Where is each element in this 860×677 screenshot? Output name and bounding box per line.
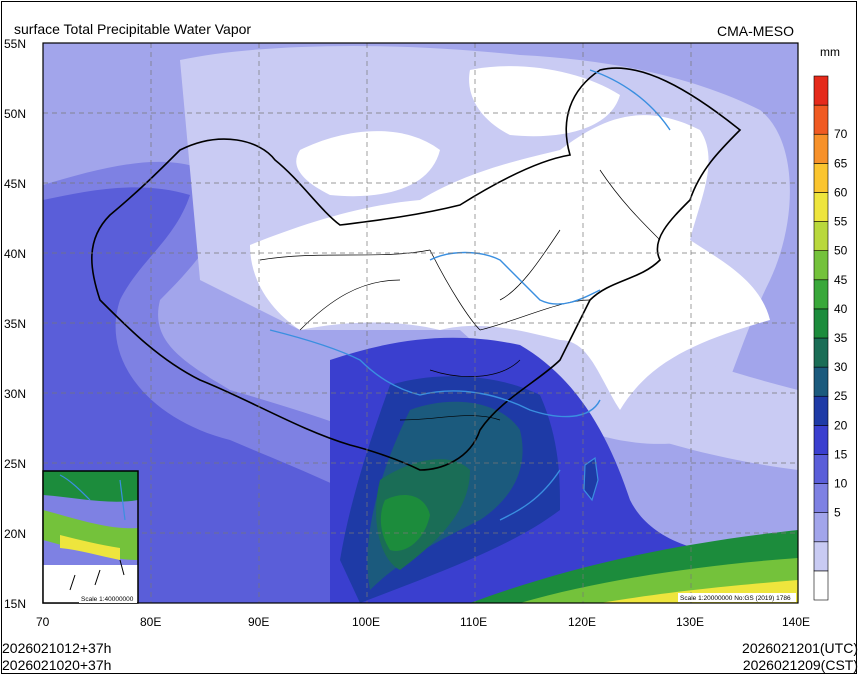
latitude-labels: 55N 50N 45N 40N 35N 30N 25N 20N 15N [4, 37, 26, 611]
lon-label: 110E [460, 615, 487, 629]
map-title: surface Total Precipitable Water Vapor [14, 21, 252, 37]
init-time-cst: 2026021020+37h [2, 657, 112, 673]
lon-label: 130E [676, 615, 704, 629]
longitude-labels: 70 80E 90E 100E 110E 120E 130E 140E [36, 615, 810, 629]
colorbar-swatch [813, 570, 829, 601]
colorbar-swatch [813, 133, 829, 164]
colorbar-swatch [813, 279, 829, 310]
colorbar-level-label: 70 [834, 127, 848, 141]
valid-time-cst: 2026021209(CST) [742, 657, 858, 673]
main-scale-label: Scale 1:20000000 No:GS (2019) 1786 [680, 595, 791, 602]
map-grid [43, 43, 798, 603]
colorbar-swatch [813, 512, 829, 543]
colorbar-level-label: 10 [834, 477, 848, 491]
lon-label: 100E [352, 615, 380, 629]
colorbar-level-label: 40 [834, 302, 848, 316]
colorbar-swatch [813, 192, 829, 222]
colorbar-level-label: 15 [834, 447, 848, 461]
taiwan [583, 456, 599, 502]
lon-label: 90E [248, 615, 269, 629]
colorbar-swatch [813, 104, 829, 135]
colorbar-level-label: 5 [834, 506, 841, 520]
colorbar: 70 65 60 55 50 45 40 35 30 25 20 15 10 5 [813, 75, 848, 601]
colorbar-swatch [813, 425, 829, 455]
colorbar-swatch [813, 250, 829, 281]
scale-bg [678, 593, 796, 602]
national-border [91, 67, 742, 471]
colorbar-swatch [813, 454, 829, 484]
field-dry-mongolia [469, 66, 620, 137]
colorbar-level-label: 60 [834, 185, 848, 199]
init-time-utc: 2026021012+37h [2, 640, 112, 656]
inset-scale-label: Scale 1:40000000 [81, 596, 134, 603]
colorbar-level-label: 30 [834, 360, 848, 374]
lat-label: 15N [4, 597, 26, 611]
colorbar-level-label: 45 [834, 273, 848, 287]
lat-label: 45N [4, 177, 26, 191]
colorbar-unit: mm [820, 45, 840, 59]
lon-label: 80E [140, 615, 161, 629]
colorbar-level-label: 65 [834, 156, 848, 170]
lat-label: 20N [4, 527, 26, 541]
colorbar-level-label: 35 [834, 331, 848, 345]
lat-label: 55N [4, 37, 26, 51]
colorbar-level-label: 55 [834, 215, 848, 229]
south-sea-inset: Scale 1:40000000 [42, 470, 139, 604]
colorbar-swatch [813, 221, 829, 251]
lat-label: 40N [4, 247, 26, 261]
rivers [269, 69, 671, 521]
colorbar-level-label: 25 [834, 389, 848, 403]
colorbar-swatch [813, 541, 829, 572]
lat-label: 50N [4, 107, 26, 121]
colorbar-swatch [813, 483, 829, 513]
colorbar-swatch [813, 395, 829, 426]
lon-label: 120E [568, 615, 596, 629]
field-dry [250, 115, 770, 410]
lon-label: 140E [782, 615, 810, 629]
lon-label: 70 [36, 615, 50, 629]
map-border [42, 42, 799, 604]
colorbar-swatch [813, 75, 829, 106]
lat-label: 35N [4, 317, 26, 331]
lat-label: 25N [4, 457, 26, 471]
colorbar-swatch [813, 163, 829, 193]
field-dry-north [296, 131, 440, 197]
valid-time-utc: 2026021201(UTC) [742, 640, 858, 656]
colorbar-level-label: 50 [834, 244, 848, 258]
colorbar-swatch [813, 337, 829, 368]
colorbar-swatch [813, 366, 829, 397]
colorbar-swatch [813, 308, 829, 339]
field-plume-45 [380, 495, 430, 551]
map-field [43, 43, 798, 603]
lat-label: 30N [4, 387, 26, 401]
province-lines [259, 169, 661, 421]
data-source: CMA-MESO [717, 23, 794, 39]
colorbar-level-label: 20 [834, 418, 848, 432]
